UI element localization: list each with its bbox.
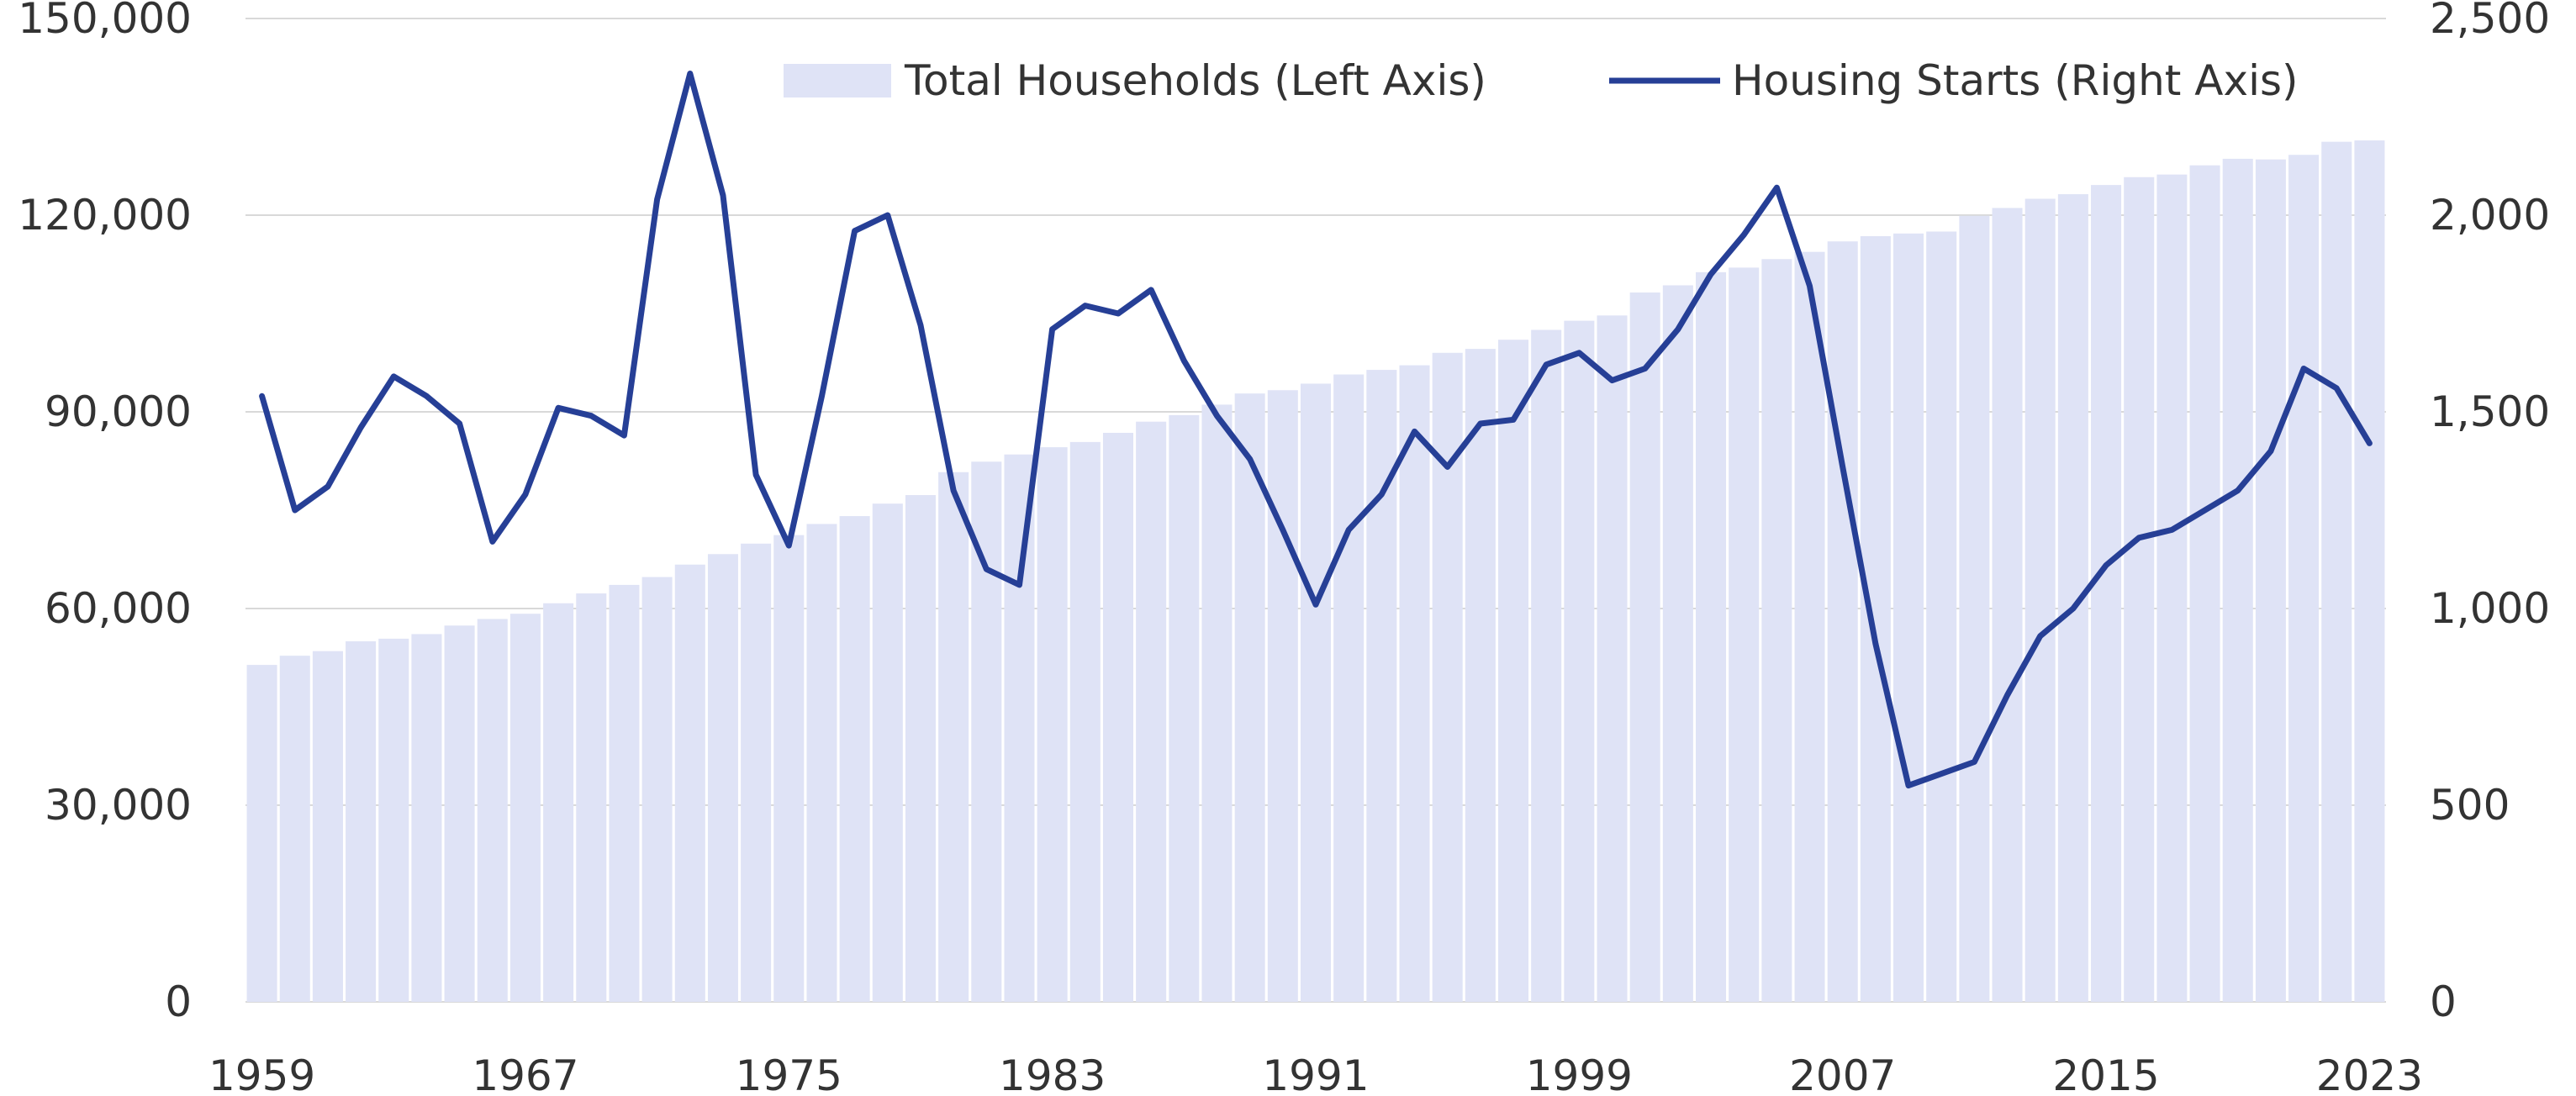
- right-axis-tick-label: 500: [2430, 781, 2510, 830]
- x-axis-tick-label: 1959: [209, 1051, 315, 1096]
- left-axis-ticks: 0 30,000 60,000 90,000 120,000 150,000: [18, 0, 192, 1026]
- household-bar: [1432, 352, 1463, 1002]
- household-bar: [246, 665, 277, 1002]
- household-bar: [1234, 393, 1265, 1002]
- household-bar: [1662, 285, 1693, 1003]
- household-bar: [2321, 141, 2352, 1002]
- household-bar: [312, 651, 343, 1002]
- household-bar: [1102, 432, 1134, 1002]
- household-bar: [2255, 159, 2286, 1002]
- x-axis-tick-label: 1967: [472, 1051, 578, 1096]
- right-axis-ticks: 0 500 1,000 1,500 2,000 2,500: [2430, 0, 2550, 1026]
- household-bar: [1399, 365, 1430, 1002]
- household-bar: [477, 619, 508, 1002]
- x-axis-tick-label: 1983: [999, 1051, 1106, 1096]
- household-bar: [641, 577, 673, 1002]
- household-bar: [1926, 231, 1957, 1002]
- household-bar: [1597, 315, 1628, 1003]
- household-bar: [609, 584, 640, 1002]
- household-bar: [1531, 329, 1562, 1002]
- household-bar: [839, 516, 870, 1002]
- household-bar: [938, 472, 969, 1002]
- household-bar: [1037, 447, 1068, 1002]
- household-bar: [1465, 349, 1496, 1002]
- household-bar: [543, 603, 574, 1002]
- legend: Total Households (Left Axis) Housing Sta…: [784, 56, 2299, 105]
- household-bar: [1729, 267, 1760, 1002]
- household-bar: [1564, 320, 1595, 1003]
- household-bar: [509, 614, 541, 1002]
- household-bar: [1794, 251, 1825, 1002]
- legend-households-swatch: [784, 64, 891, 97]
- household-bar: [279, 656, 310, 1002]
- household-bar: [2024, 198, 2056, 1002]
- household-bar: [1267, 390, 1298, 1002]
- left-axis-tick-label: 0: [165, 977, 192, 1026]
- right-axis-tick-label: 2,000: [2430, 191, 2550, 240]
- right-axis-tick-label: 1,500: [2430, 387, 2550, 436]
- household-bar: [1696, 271, 1727, 1002]
- legend-households-label: Total Households (Left Axis): [904, 56, 1486, 105]
- housing-starts-line: [259, 71, 2373, 789]
- household-bar: [1959, 215, 1990, 1002]
- household-bar: [576, 593, 607, 1002]
- household-bar: [1069, 441, 1101, 1002]
- right-axis-tick-label: 0: [2430, 977, 2457, 1026]
- x-axis-ticks: 1959 1967 1975 1983 1991 1999 2007 2015 2023: [209, 1051, 2423, 1096]
- household-bar: [2288, 155, 2320, 1003]
- x-axis-tick-label: 2023: [2316, 1051, 2423, 1096]
- left-axis-tick-label: 150,000: [18, 0, 192, 43]
- x-axis-tick-label: 1975: [736, 1051, 842, 1096]
- left-axis-tick-label: 30,000: [45, 781, 192, 830]
- household-bar: [674, 564, 705, 1002]
- household-bar: [1992, 208, 2023, 1003]
- household-bar: [1169, 414, 1200, 1002]
- household-bar: [806, 524, 837, 1002]
- household-bar: [2124, 177, 2155, 1002]
- left-axis-tick-label: 90,000: [45, 387, 192, 436]
- household-bar: [905, 495, 936, 1002]
- household-bar: [1136, 421, 1167, 1002]
- household-bar: [1201, 404, 1233, 1002]
- left-axis-tick-label: 120,000: [18, 191, 192, 240]
- household-bar: [411, 634, 442, 1002]
- household-bar: [1497, 340, 1529, 1002]
- household-bar: [2091, 185, 2122, 1002]
- household-bar: [2189, 165, 2220, 1003]
- household-bar: [707, 554, 738, 1002]
- household-bar: [741, 543, 772, 1002]
- household-bar: [2156, 174, 2188, 1002]
- household-bar: [444, 625, 475, 1002]
- household-bar: [1629, 292, 1660, 1002]
- legend-housing-starts-label: Housing Starts (Right Axis): [1732, 56, 2299, 105]
- household-bar: [1761, 259, 1792, 1002]
- household-bar: [2222, 158, 2253, 1003]
- household-bar: [1333, 374, 1365, 1002]
- x-axis-tick-label: 2007: [1789, 1051, 1896, 1096]
- housing-starts-line-group: [259, 71, 2373, 789]
- x-axis-tick-label: 1999: [1526, 1051, 1633, 1096]
- household-bar: [1893, 233, 1924, 1003]
- household-bar: [378, 638, 409, 1002]
- household-bar: [2354, 140, 2385, 1003]
- household-bar: [1300, 383, 1332, 1003]
- household-bar: [1860, 235, 1891, 1003]
- x-axis-tick-label: 2015: [2052, 1051, 2159, 1096]
- households-bars: [246, 140, 2385, 1003]
- right-axis-tick-label: 2,500: [2430, 0, 2550, 43]
- left-axis-tick-label: 60,000: [45, 584, 192, 633]
- x-axis-tick-label: 1991: [1262, 1051, 1369, 1096]
- household-bar: [872, 503, 903, 1002]
- household-bar: [1366, 370, 1397, 1003]
- household-bar: [1827, 241, 1858, 1002]
- household-bar: [346, 641, 377, 1002]
- household-bar: [773, 535, 805, 1002]
- household-bar: [1004, 454, 1035, 1002]
- right-axis-tick-label: 1,000: [2430, 584, 2550, 633]
